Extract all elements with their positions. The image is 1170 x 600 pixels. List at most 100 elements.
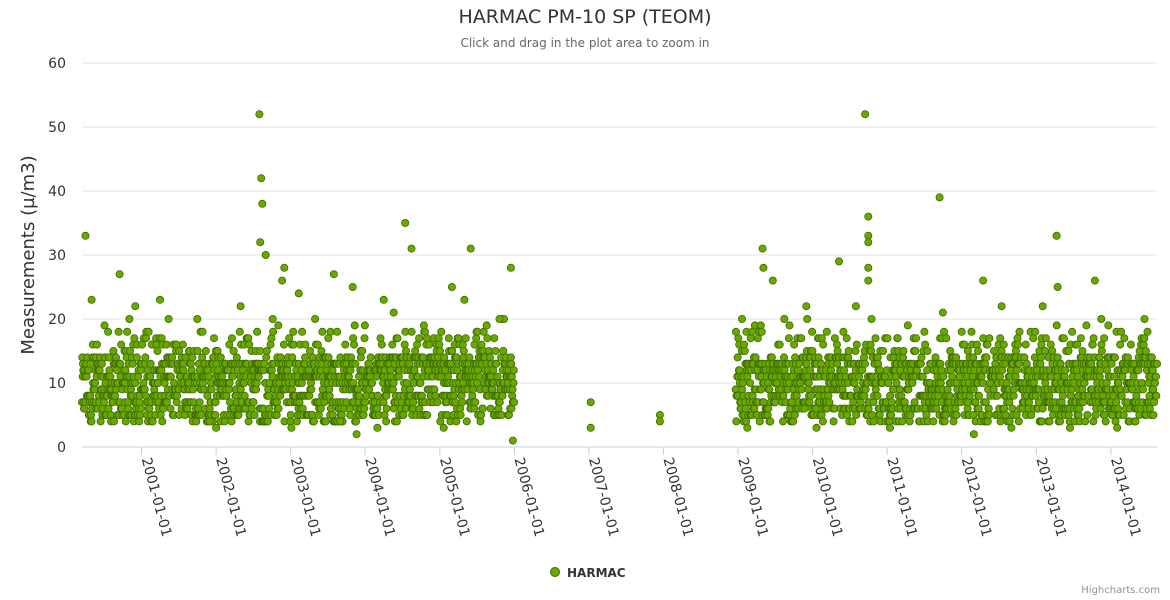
data-point[interactable]	[268, 372, 277, 381]
data-point[interactable]	[329, 270, 338, 279]
data-point[interactable]	[1008, 404, 1017, 413]
data-point[interactable]	[178, 340, 187, 349]
data-point[interactable]	[201, 346, 210, 355]
data-point[interactable]	[851, 302, 860, 311]
data-point[interactable]	[435, 346, 444, 355]
data-point[interactable]	[360, 404, 369, 413]
data-point[interactable]	[806, 366, 815, 375]
data-point[interactable]	[808, 327, 817, 336]
data-point[interactable]	[249, 398, 258, 407]
data-point[interactable]	[886, 423, 895, 432]
data-point[interactable]	[586, 398, 595, 407]
data-point[interactable]	[935, 193, 944, 202]
data-point[interactable]	[286, 410, 295, 419]
data-point[interactable]	[373, 423, 382, 432]
data-point[interactable]	[1025, 398, 1034, 407]
data-point[interactable]	[483, 334, 492, 343]
data-point[interactable]	[440, 353, 449, 362]
data-point[interactable]	[999, 340, 1008, 349]
data-point[interactable]	[923, 346, 932, 355]
data-point[interactable]	[960, 340, 969, 349]
data-point[interactable]	[817, 334, 826, 343]
data-point[interactable]	[136, 410, 145, 419]
data-point[interactable]	[491, 346, 500, 355]
data-point[interactable]	[174, 346, 183, 355]
data-point[interactable]	[993, 391, 1002, 400]
data-point[interactable]	[757, 327, 766, 336]
data-point[interactable]	[269, 327, 278, 336]
data-point[interactable]	[1021, 340, 1030, 349]
data-point[interactable]	[100, 321, 109, 330]
data-point[interactable]	[235, 327, 244, 336]
data-point[interactable]	[738, 314, 747, 323]
data-point[interactable]	[509, 366, 518, 375]
data-point[interactable]	[407, 244, 416, 253]
data-point[interactable]	[945, 391, 954, 400]
data-point[interactable]	[733, 353, 742, 362]
data-point[interactable]	[482, 321, 491, 330]
data-point[interactable]	[366, 353, 375, 362]
data-point[interactable]	[861, 359, 870, 368]
data-point[interactable]	[80, 404, 89, 413]
data-point[interactable]	[137, 404, 146, 413]
data-point[interactable]	[1056, 417, 1065, 426]
data-point[interactable]	[433, 398, 442, 407]
data-point[interactable]	[274, 321, 283, 330]
data-point[interactable]	[839, 327, 848, 336]
legend-label-harmac[interactable]: HARMAC	[567, 566, 626, 580]
data-point[interactable]	[985, 334, 994, 343]
series-harmac-points[interactable]	[78, 110, 1162, 445]
data-point[interactable]	[756, 321, 765, 330]
data-point[interactable]	[1129, 372, 1138, 381]
data-point[interactable]	[212, 423, 221, 432]
data-point[interactable]	[892, 378, 901, 387]
data-point[interactable]	[131, 378, 140, 387]
data-point[interactable]	[141, 353, 150, 362]
data-point[interactable]	[465, 353, 474, 362]
data-point[interactable]	[1073, 340, 1082, 349]
data-point[interactable]	[1139, 385, 1148, 394]
data-point[interactable]	[255, 110, 264, 119]
data-point[interactable]	[195, 398, 204, 407]
data-point[interactable]	[758, 244, 767, 253]
data-point[interactable]	[867, 314, 876, 323]
data-point[interactable]	[869, 417, 878, 426]
data-point[interactable]	[784, 334, 793, 343]
data-point[interactable]	[360, 334, 369, 343]
data-point[interactable]	[485, 353, 494, 362]
data-point[interactable]	[759, 263, 768, 272]
data-point[interactable]	[341, 340, 350, 349]
data-point[interactable]	[812, 423, 821, 432]
data-point[interactable]	[1116, 340, 1125, 349]
data-point[interactable]	[211, 410, 220, 419]
data-point[interactable]	[1104, 321, 1113, 330]
data-point[interactable]	[1066, 423, 1075, 432]
data-point[interactable]	[81, 231, 90, 240]
data-point[interactable]	[307, 385, 316, 394]
data-point[interactable]	[360, 321, 369, 330]
data-point[interactable]	[495, 314, 504, 323]
data-point[interactable]	[128, 359, 137, 368]
data-point[interactable]	[437, 327, 446, 336]
data-point[interactable]	[287, 423, 296, 432]
data-point[interactable]	[490, 334, 499, 343]
data-point[interactable]	[952, 410, 961, 419]
data-point[interactable]	[860, 391, 869, 400]
data-point[interactable]	[1152, 372, 1161, 381]
data-point[interactable]	[797, 385, 806, 394]
data-point[interactable]	[982, 353, 991, 362]
data-point[interactable]	[871, 334, 880, 343]
data-point[interactable]	[87, 295, 96, 304]
data-point[interactable]	[121, 417, 130, 426]
data-point[interactable]	[804, 378, 813, 387]
data-point[interactable]	[510, 398, 519, 407]
data-point[interactable]	[309, 417, 318, 426]
data-point[interactable]	[301, 353, 310, 362]
data-point[interactable]	[979, 276, 988, 285]
data-point[interactable]	[1009, 385, 1018, 394]
data-point[interactable]	[942, 334, 951, 343]
data-point[interactable]	[444, 334, 453, 343]
data-point[interactable]	[912, 334, 921, 343]
data-point[interactable]	[506, 263, 515, 272]
data-point[interactable]	[301, 340, 310, 349]
